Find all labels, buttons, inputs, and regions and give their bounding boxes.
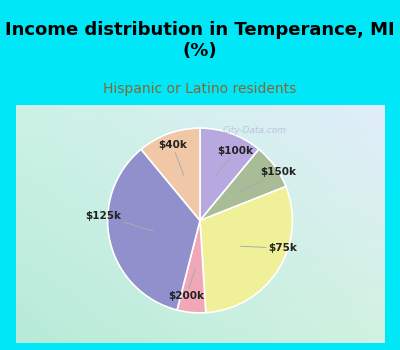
Text: Hispanic or Latino residents: Hispanic or Latino residents [103, 82, 297, 96]
Wedge shape [177, 220, 206, 313]
Text: $125k: $125k [85, 211, 153, 231]
Text: $100k: $100k [216, 146, 253, 175]
Text: Income distribution in Temperance, MI
(%): Income distribution in Temperance, MI (%… [5, 21, 395, 60]
Wedge shape [200, 128, 259, 220]
Text: $150k: $150k [239, 167, 296, 192]
Text: City-Data.com: City-Data.com [223, 126, 287, 135]
Wedge shape [108, 149, 200, 310]
Text: $200k: $200k [168, 268, 204, 301]
Wedge shape [200, 187, 292, 313]
Wedge shape [141, 128, 200, 220]
Text: $75k: $75k [240, 243, 298, 253]
Wedge shape [200, 149, 286, 220]
Text: $40k: $40k [158, 140, 187, 175]
